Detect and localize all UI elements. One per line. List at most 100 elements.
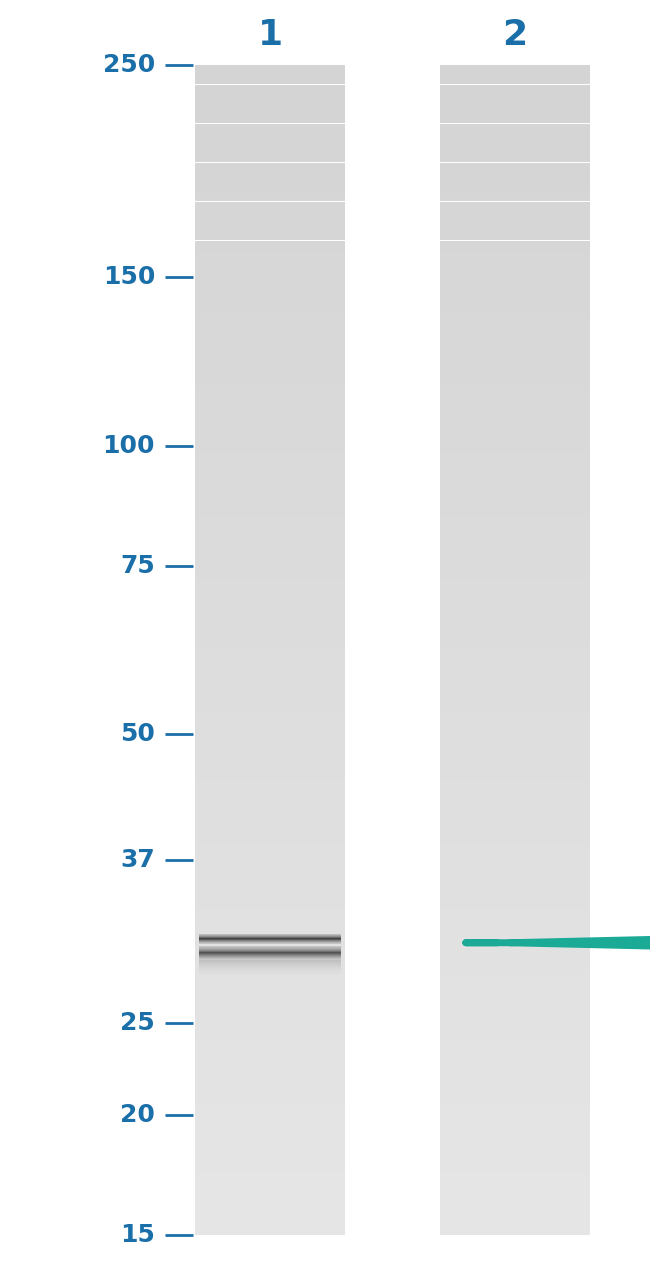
Bar [440,140,590,144]
Bar [195,479,345,483]
Bar [195,100,345,104]
Bar [440,65,590,69]
Bar [195,119,345,123]
Bar [440,756,590,759]
Bar [440,323,590,326]
Bar [440,116,590,119]
Bar [440,545,590,549]
Bar [440,1005,590,1008]
Bar [195,1040,345,1044]
Bar [440,1025,590,1029]
Bar [195,1048,345,1052]
Bar [440,837,590,841]
Bar [440,748,590,752]
Bar [195,869,345,872]
Bar [440,155,590,159]
Bar [195,876,345,880]
Bar [195,681,345,685]
Bar [440,147,590,151]
Bar [195,1125,345,1130]
Bar [440,334,590,338]
Bar [440,752,590,756]
Bar [195,775,345,779]
Bar [195,400,345,404]
Bar [440,927,590,931]
Bar [440,712,590,716]
Bar [195,408,345,411]
Bar [195,155,345,159]
Bar [440,213,590,217]
Bar [440,304,590,307]
Bar [440,76,590,80]
Bar [195,225,345,229]
Bar [195,1153,345,1157]
Bar [195,997,345,1001]
Bar [440,517,590,521]
Bar [195,240,345,244]
Bar [440,417,590,420]
Bar [195,112,345,116]
Bar [195,1099,345,1102]
Bar [440,462,590,466]
Bar [195,1001,345,1005]
Bar [440,630,590,635]
Bar [195,1189,345,1193]
Bar [195,759,345,763]
Bar [195,954,345,958]
Bar [195,575,345,580]
Bar [195,213,345,217]
Bar [195,362,345,366]
Bar [195,790,345,794]
Bar [440,735,590,739]
Bar [440,315,590,319]
Bar [195,373,345,377]
Bar [440,833,590,837]
Bar [195,935,345,939]
Bar [195,198,345,202]
Bar [195,311,345,315]
Bar [195,744,345,748]
Bar [195,580,345,584]
Bar [440,319,590,323]
Bar [440,1106,590,1110]
Bar [440,974,590,978]
Text: 250: 250 [103,53,155,77]
Bar [440,428,590,432]
Bar [440,436,590,439]
Bar [195,533,345,537]
Bar [195,946,345,950]
Bar [195,958,345,961]
Bar [195,545,345,549]
Bar [195,221,345,225]
Bar [195,268,345,272]
Bar [195,701,345,705]
Bar [440,782,590,786]
Bar [195,974,345,978]
Bar [195,662,345,665]
Bar [440,144,590,147]
Bar [195,166,345,170]
Bar [440,502,590,505]
Text: 2: 2 [502,18,528,52]
Bar [195,135,345,140]
Bar [440,803,590,806]
Bar [195,530,345,533]
Bar [195,639,345,643]
Bar [195,206,345,210]
Bar [440,560,590,564]
Bar [440,1121,590,1125]
Bar [440,690,590,693]
Bar [440,1001,590,1005]
Bar [440,291,590,295]
Bar [195,986,345,989]
Bar [195,526,345,530]
Bar [195,486,345,490]
Bar [195,931,345,935]
Bar [440,997,590,1001]
Bar [195,1193,345,1196]
Bar [440,622,590,626]
Bar [195,370,345,373]
Bar [195,420,345,424]
Bar [440,1040,590,1044]
Bar [440,982,590,986]
